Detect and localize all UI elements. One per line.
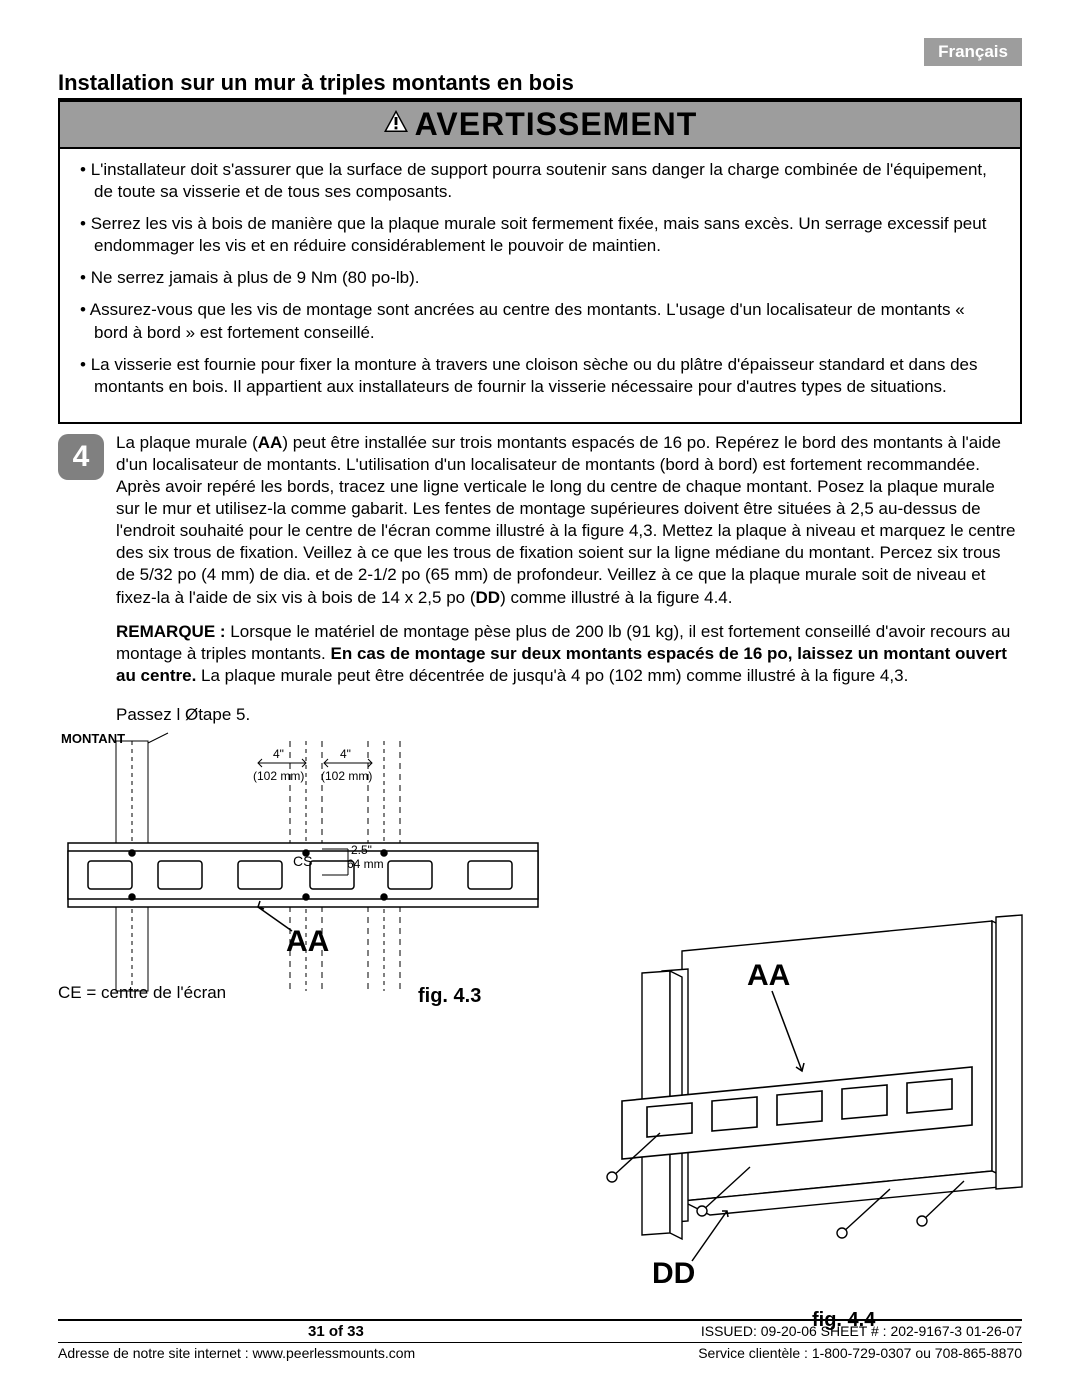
language-tab: Français <box>924 38 1022 66</box>
warning-item: Serrez les vis à bois de manière que la … <box>78 213 1002 257</box>
warning-list: L'installateur doit s'assurer que la sur… <box>60 149 1020 422</box>
ce-label: CE = centre de l'écran <box>58 983 226 1003</box>
section-title: Installation sur un mur à triples montan… <box>58 70 1022 96</box>
dim-4in-a: 4" <box>273 747 284 761</box>
step-para1-post: ) peut être installée sur trois montants… <box>116 433 1016 607</box>
step-para1-pre: La plaque murale ( <box>116 433 258 452</box>
montant-label: MONTANT <box>61 731 125 746</box>
page-footer: 31 of 33 ISSUED: 09-20-06 SHEET # : 202-… <box>58 1319 1022 1361</box>
dim-2-5in: 2.5" <box>351 843 372 857</box>
fig43-caption: fig. 4.3 <box>418 985 481 1008</box>
warning-box: AVERTISSEMENT L'installateur doit s'assu… <box>58 100 1022 424</box>
dim-102mm-a: (102 mm) <box>253 769 304 783</box>
dim-64mm: 64 mm <box>347 857 384 871</box>
issued-sheet: ISSUED: 09-20-06 SHEET # : 202-9167-3 01… <box>701 1323 1022 1340</box>
fig44-dd-label: DD <box>652 1257 695 1291</box>
warning-item: La visserie est fournie pour fixer la mo… <box>78 354 1002 398</box>
warning-item: Ne serrez jamais à plus de 9 Nm (80 po-l… <box>78 267 1002 289</box>
figure-4-3: MONTANT 4" 4" (102 mm) (102 mm) CS 2.5" … <box>58 731 558 1036</box>
footer-web: Adresse de notre site internet : www.pee… <box>58 1345 415 1361</box>
step-4-row: 4 La plaque murale (AA) peut être instal… <box>58 432 1022 699</box>
warning-item: L'installateur doit s'assurer que la sur… <box>78 159 1002 203</box>
warning-header: AVERTISSEMENT <box>60 102 1020 149</box>
step-number-badge: 4 <box>58 434 104 480</box>
remark-text2: La plaque murale peut être décentrée de … <box>196 666 908 685</box>
dim-4in-b: 4" <box>340 747 351 761</box>
dim-102mm-b: (102 mm) <box>321 769 372 783</box>
step-para1-end: ) comme illustré à la figure 4.4. <box>500 588 732 607</box>
page-number: 31 of 33 <box>308 1323 364 1340</box>
warning-header-text: AVERTISSEMENT <box>415 106 698 142</box>
fig44-svg <box>552 911 1032 1331</box>
step-aa-ref: AA <box>258 433 283 452</box>
figure-4-4: AA DD fig. 4.4 <box>552 911 1032 1336</box>
fig43-aa-label: AA <box>286 925 329 959</box>
fig44-aa-label: AA <box>747 959 790 993</box>
remark-label: REMARQUE : <box>116 622 226 641</box>
step-text: La plaque murale (AA) peut être installé… <box>116 432 1022 699</box>
cs-label: CS <box>293 853 312 869</box>
proceed-text: Passez l Øtape 5. <box>116 705 1022 725</box>
diagrams-area: MONTANT 4" 4" (102 mm) (102 mm) CS 2.5" … <box>58 731 1022 1351</box>
step-dd-ref: DD <box>476 588 501 607</box>
warning-triangle-icon <box>383 109 409 133</box>
section-title-row: Installation sur un mur à triples montan… <box>58 70 1022 100</box>
warning-item: Assurez-vous que les vis de montage sont… <box>78 299 1002 343</box>
footer-service: Service clientèle : 1-800-729-0307 ou 70… <box>698 1345 1022 1361</box>
